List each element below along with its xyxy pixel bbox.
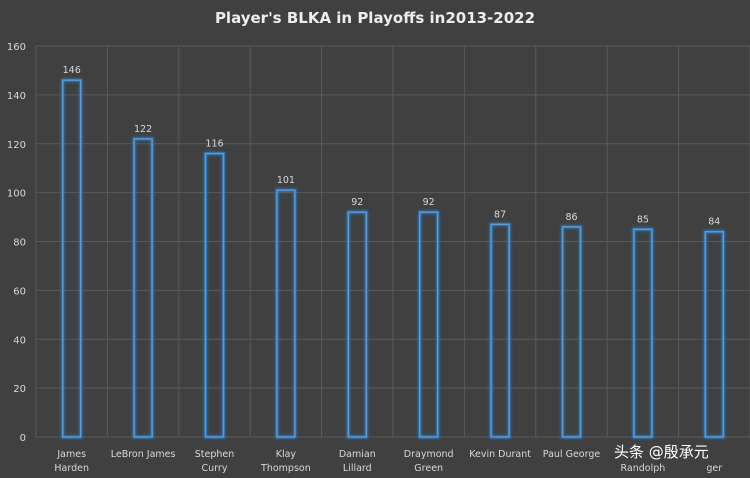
y-tick-label: 60	[13, 286, 26, 297]
bar	[704, 231, 724, 438]
bar	[204, 152, 225, 438]
bars	[61, 78, 725, 439]
bar	[133, 138, 153, 438]
bar	[276, 189, 296, 438]
x-tick-label: ger	[706, 463, 722, 474]
x-tick-label: Paul George	[543, 449, 601, 460]
data-label: 84	[708, 217, 720, 228]
x-tick-label: Stephen Curry	[195, 449, 235, 474]
bar-glow	[703, 230, 725, 439]
data-label: 87	[494, 209, 506, 220]
chart-title: Player's BLKA in Playoffs in2013-2022	[215, 9, 535, 27]
bar-glow	[632, 227, 654, 439]
bar-glow	[489, 222, 511, 439]
data-label: 116	[205, 139, 223, 150]
y-tick-label: 0	[20, 433, 26, 444]
x-tick-label: James Harden	[54, 449, 89, 474]
bar	[561, 226, 582, 438]
data-label: 146	[63, 65, 81, 76]
data-labels: 146 122 116 101 92 92 87 86 85 84	[63, 65, 721, 228]
x-tick-label: Damian Lillard	[339, 449, 376, 474]
y-tick-label: 140	[7, 91, 26, 102]
data-label: 101	[277, 175, 295, 186]
bar-glow	[61, 78, 83, 439]
bar	[633, 228, 653, 438]
x-tick-label: Draymond Green	[404, 449, 454, 474]
bar	[347, 211, 367, 438]
bar	[419, 211, 439, 438]
x-axis-labels: James Harden LeBron James Stephen Curry Klay T…	[54, 449, 722, 474]
y-tick-label: 120	[7, 140, 26, 151]
bar-glow	[204, 152, 225, 439]
bar	[490, 223, 510, 438]
watermark: 头条 @殷承元	[614, 443, 709, 461]
bar-glow	[561, 225, 582, 439]
y-tick-label: 80	[13, 238, 26, 249]
bar-glow	[418, 210, 440, 439]
bar	[62, 79, 82, 438]
x-tick-label: Kevin Durant	[469, 449, 531, 460]
data-label: 92	[423, 197, 435, 208]
data-label: 85	[637, 214, 649, 225]
y-tick-label: 100	[7, 189, 26, 200]
bar-glow	[346, 210, 368, 439]
bar-glow	[275, 188, 297, 439]
y-tick-label: 160	[7, 42, 26, 53]
y-tick-label: 20	[13, 384, 26, 395]
grid	[35, 45, 750, 438]
x-tick-label: Klay Thompson	[260, 449, 311, 474]
data-label: 122	[134, 124, 152, 135]
y-tick-label: 40	[13, 335, 26, 346]
data-label: 92	[351, 197, 363, 208]
y-axis-ticks: 0 20 40 60 80 100 120 140 160	[7, 42, 26, 444]
data-label: 86	[565, 212, 577, 223]
x-tick-label: LeBron James	[111, 449, 176, 460]
bar-glow	[132, 137, 154, 439]
x-tick-label: Randolph	[621, 463, 666, 474]
